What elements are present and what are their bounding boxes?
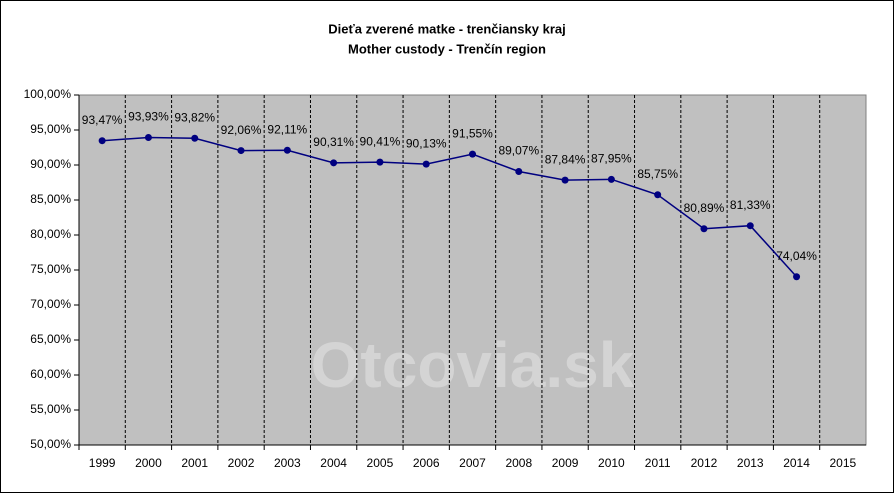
y-tick-label: 70,00%: [30, 297, 71, 311]
x-tick-label: 2005: [367, 456, 394, 470]
data-label: 90,41%: [360, 134, 401, 148]
data-point: [98, 137, 106, 145]
x-tick-label: 2015: [830, 456, 857, 470]
y-tick-label: 75,00%: [30, 262, 71, 276]
data-point: [469, 150, 476, 158]
data-label: 93,93%: [128, 110, 169, 124]
data-point: [191, 134, 199, 142]
x-tick-label: 1999: [89, 456, 116, 470]
data-label: 92,06%: [221, 123, 262, 137]
y-tick-label: 85,00%: [30, 192, 71, 206]
data-label: 93,82%: [174, 110, 215, 124]
y-tick-label: 50,00%: [30, 437, 71, 451]
data-point: [607, 175, 615, 183]
x-tick-label: 2014: [783, 456, 810, 470]
data-point: [654, 191, 662, 199]
series-line: [102, 136, 798, 278]
x-tick-label: 2002: [228, 456, 255, 470]
x-tick-label: 2013: [737, 456, 764, 470]
x-tick-label: 2009: [552, 456, 579, 470]
y-tick-label: 95,00%: [30, 122, 71, 136]
watermark: Otcovia.sk: [311, 329, 635, 401]
y-tick-label: 55,00%: [30, 402, 71, 416]
data-label: 81,33%: [730, 198, 771, 212]
x-tick-label: 2006: [413, 456, 440, 470]
x-tick-label: 2003: [274, 456, 301, 470]
chart-title: Dieťa zverené matke - trenčiansky kraj: [328, 21, 565, 36]
data-label: 85,75%: [637, 167, 678, 181]
y-tick-label: 90,00%: [30, 157, 71, 171]
data-label: 87,84%: [545, 152, 586, 166]
x-tick-label: 2011: [645, 456, 671, 470]
data-point: [422, 160, 430, 168]
data-point: [793, 273, 801, 281]
data-label: 80,89%: [684, 201, 725, 215]
y-tick-label: 65,00%: [30, 332, 71, 346]
data-point: [283, 146, 291, 154]
data-label: 89,07%: [498, 144, 539, 158]
x-tick-label: 2001: [181, 456, 208, 470]
x-tick-label: 2007: [459, 456, 486, 470]
y-tick-label: 60,00%: [30, 367, 71, 381]
x-tick-label: 2008: [505, 456, 532, 470]
x-tick-label: 2000: [135, 456, 162, 470]
data-label: 90,13%: [406, 136, 447, 150]
data-point: [561, 176, 569, 184]
data-label: 74,04%: [776, 249, 817, 263]
data-label: 91,55%: [452, 126, 493, 140]
data-point: [515, 168, 523, 176]
x-tick-label: 2010: [598, 456, 625, 470]
data-point: [700, 225, 708, 233]
x-tick-label: 2004: [320, 456, 347, 470]
x-tick-label: 2012: [691, 456, 718, 470]
y-tick-label: 80,00%: [30, 227, 71, 241]
data-label: 90,31%: [313, 135, 354, 149]
y-tick-label: 100,00%: [24, 87, 72, 101]
data-point: [376, 158, 384, 166]
data-point: [237, 147, 245, 155]
data-point: [330, 159, 338, 167]
data-point: [746, 222, 754, 230]
chart-subtitle: Mother custody - Trenčín region: [348, 41, 546, 56]
data-label: 92,11%: [267, 122, 307, 136]
data-label: 87,95%: [591, 152, 632, 166]
data-label: 93,47%: [82, 113, 123, 127]
data-point: [144, 133, 152, 141]
